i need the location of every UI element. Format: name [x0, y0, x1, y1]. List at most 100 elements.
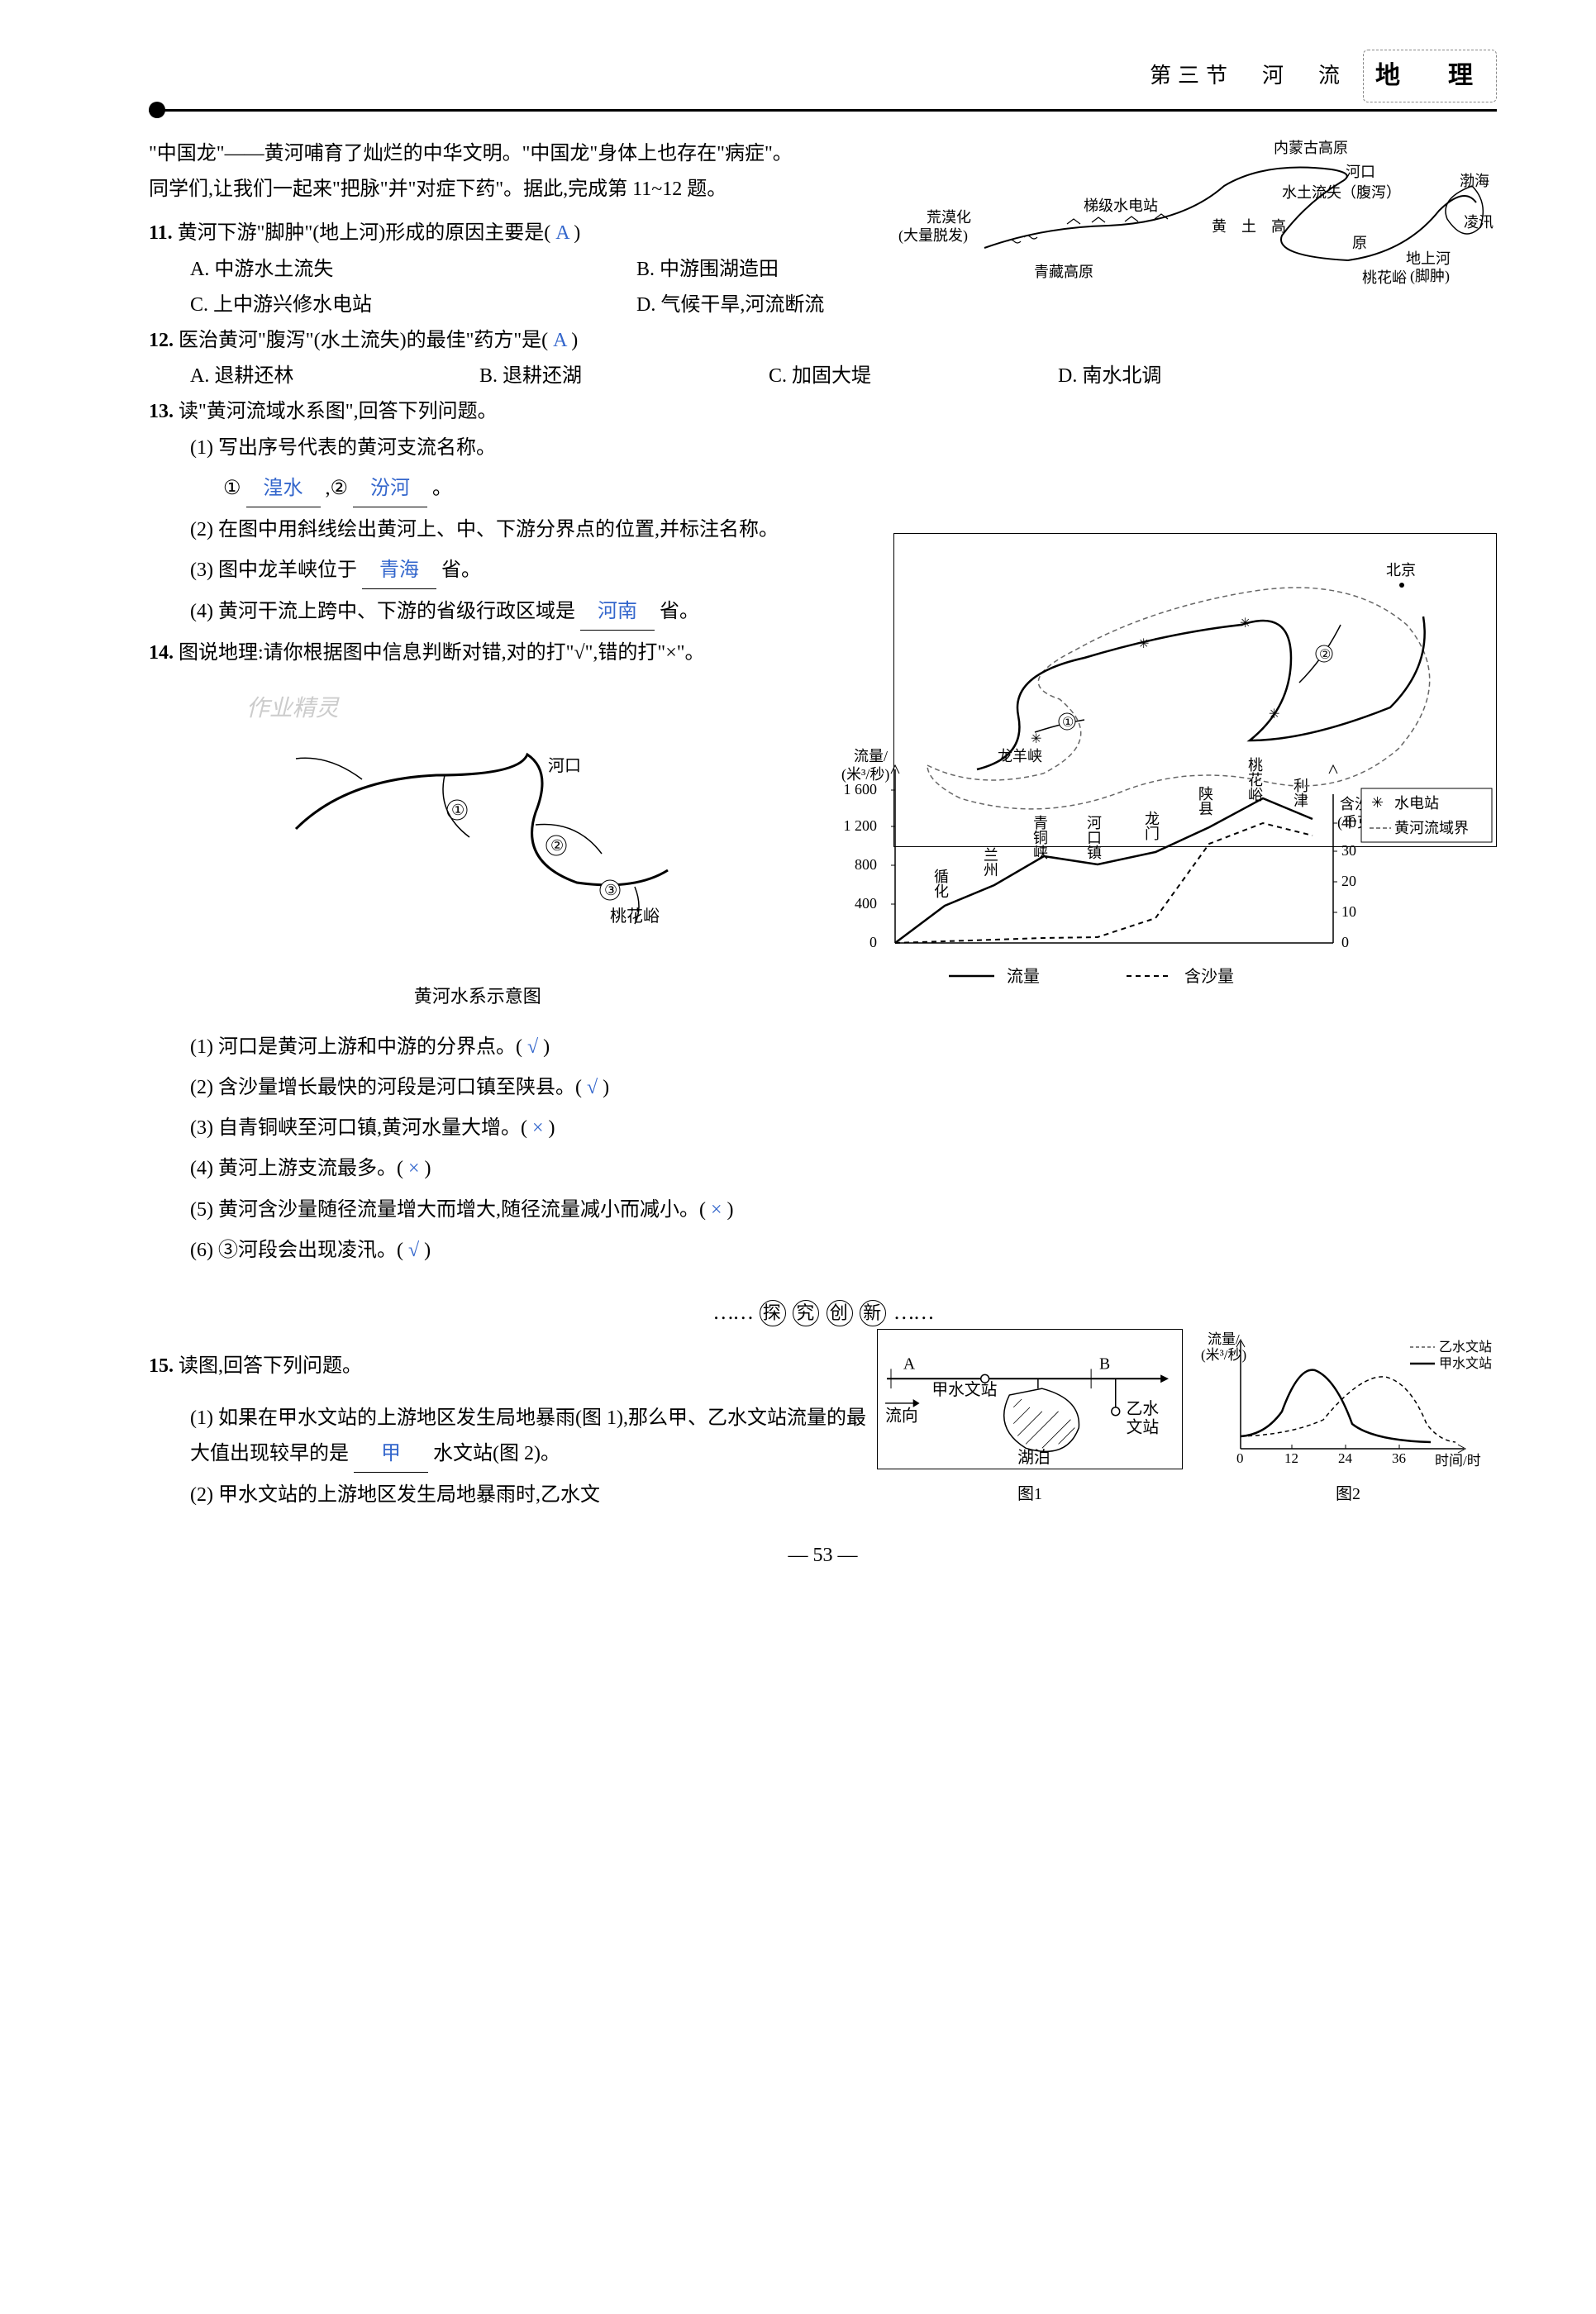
- q13-p4-post: 省。: [660, 601, 699, 622]
- svg-text:1 600: 1 600: [844, 781, 878, 798]
- svg-text:文站: 文站: [1127, 1419, 1160, 1437]
- svg-text:含沙量: 含沙量: [1184, 967, 1234, 986]
- page-number: — 53 —: [149, 1538, 1497, 1574]
- chart-caption: 黄河水系示意图: [246, 980, 709, 1013]
- svg-text:河口: 河口: [1346, 164, 1375, 180]
- q13-p4-pre: (4) 黄河干流上跨中、下游的省级行政区域是: [190, 601, 575, 622]
- svg-text:(脚肿): (脚肿): [1410, 268, 1450, 285]
- question-15: 15. 读图,回答下列问题。 (1) 如果在甲水文站的上游地区发生局地暴雨(图 …: [149, 1349, 1497, 1514]
- svg-text:龙羊峡: 龙羊峡: [998, 748, 1042, 764]
- j4-text: (4) 黄河上游支流最多。(: [190, 1158, 403, 1179]
- svg-text:①: ①: [451, 802, 465, 818]
- q-stem: 读图,回答下列问题。: [179, 1355, 362, 1377]
- option-b: B. 退耕还湖: [479, 359, 736, 394]
- svg-text:渤海: 渤海: [1460, 173, 1489, 189]
- svg-text:桃花峪: 桃花峪: [1362, 269, 1407, 286]
- blank-answer: 甲: [354, 1436, 428, 1473]
- blank-answer: 河南: [580, 594, 655, 631]
- option-a: A. 退耕还林: [190, 359, 446, 394]
- q13-p3-post: 省。: [441, 559, 481, 581]
- option-a: A. 中游水土流失: [190, 252, 636, 288]
- svg-text:B: B: [1099, 1355, 1110, 1374]
- period: 。: [432, 478, 452, 499]
- q-number: 13.: [149, 401, 174, 422]
- svg-text:✳: ✳: [1269, 707, 1279, 721]
- svg-text:③: ③: [604, 882, 617, 898]
- svg-text:流量/: 流量/: [854, 748, 888, 764]
- svg-text:10: 10: [1341, 903, 1356, 920]
- label-2: ,②: [326, 478, 349, 499]
- q-number: 15.: [149, 1355, 174, 1377]
- svg-text:乙水: 乙水: [1127, 1400, 1160, 1418]
- q13-p3-pre: (3) 图中龙羊峡位于: [190, 559, 357, 581]
- q-number: 11.: [149, 222, 173, 244]
- q-stem: 图说地理:请你根据图中信息判断对错,对的打"√",错的打"×"。: [179, 642, 705, 664]
- svg-text:水电站: 水电站: [1394, 795, 1439, 812]
- label-1: ①: [223, 478, 241, 499]
- svg-text:河口: 河口: [548, 756, 581, 775]
- svg-text:400: 400: [855, 895, 877, 912]
- fig-caption: 图2: [1199, 1479, 1497, 1509]
- j6-text: (6) ③河段会出现凌汛。(: [190, 1240, 403, 1261]
- svg-text:原: 原: [1352, 235, 1367, 251]
- j3-ans: ×: [532, 1117, 544, 1139]
- fig-caption: 图1: [877, 1479, 1183, 1509]
- j6-ans: √: [408, 1240, 419, 1261]
- page-header: 第三节 河 流 地 理: [149, 50, 1497, 112]
- svg-text:乙水文站: 乙水文站: [1439, 1340, 1492, 1355]
- svg-text:②: ②: [1319, 648, 1331, 662]
- svg-text:1 200: 1 200: [844, 817, 878, 834]
- svg-text:流量: 流量: [1007, 967, 1040, 986]
- svg-text:流量/: 流量/: [1208, 1331, 1240, 1347]
- figure-1: A B 甲水文站 流向 湖泊: [877, 1329, 1183, 1509]
- svg-text:青藏高原: 青藏高原: [1034, 264, 1093, 280]
- header-bullet: [149, 102, 165, 118]
- section-divider: …… 探 究 创 新 ……: [149, 1293, 1497, 1332]
- q15-p1b: 水文站(图 2)。: [433, 1443, 560, 1464]
- q-stem: 黄河下游"脚肿"(地上河)形成的原因主要是(: [178, 222, 551, 244]
- svg-text:黄 土 高: 黄 土 高: [1212, 218, 1286, 235]
- blank-answer: 汾河: [353, 471, 427, 507]
- svg-text:0: 0: [1341, 934, 1349, 950]
- svg-text:20: 20: [1341, 873, 1356, 889]
- watermark: 作业精灵: [246, 688, 709, 730]
- svg-text:甲水文站: 甲水文站: [931, 1382, 997, 1400]
- j5-ans: ×: [711, 1199, 722, 1221]
- svg-text:兰州: 兰州: [982, 846, 998, 876]
- section-title: 第三节 河 流: [1150, 57, 1346, 96]
- svg-text:✳: ✳: [1138, 637, 1149, 651]
- q13-p2: (2) 在图中用斜线绘出黄河上、中、下游分界点的位置,并标注名称。: [190, 512, 810, 548]
- option-d: D. 气候干旱,河流断流: [636, 288, 824, 323]
- svg-text:北京: 北京: [1386, 562, 1416, 578]
- svg-text:24: 24: [1338, 1450, 1353, 1466]
- answer-letter: A: [553, 330, 566, 351]
- figure-2: 流量/ (米³/秒) 时间/时 0 12 24 36 乙水文站 甲水文站: [1199, 1329, 1497, 1509]
- svg-text:✳: ✳: [1371, 794, 1384, 811]
- j4-ans: ×: [408, 1158, 420, 1179]
- j2-text: (2) 含沙量增长最快的河段是河口镇至陕县。(: [190, 1077, 582, 1098]
- svg-text:36: 36: [1392, 1450, 1406, 1466]
- svg-text:循化: 循化: [932, 868, 949, 898]
- svg-text:水土流失（腹泻）: 水土流失（腹泻）: [1282, 184, 1401, 201]
- svg-text:0: 0: [869, 934, 877, 950]
- q13-p1: (1) 写出序号代表的黄河支流名称。: [190, 431, 1497, 466]
- svg-text:0: 0: [1236, 1450, 1244, 1466]
- map-label: 内蒙古高原: [1274, 140, 1348, 156]
- j5-text: (5) 黄河含沙量随径流量增大而增大,随径流量减小而减小。(: [190, 1199, 706, 1221]
- svg-text:800: 800: [855, 856, 877, 873]
- svg-text:(大量脱发): (大量脱发): [898, 227, 968, 245]
- j1-ans: √: [527, 1036, 538, 1058]
- answer-letter: A: [555, 222, 569, 244]
- diagram-yellow-river-problems: 内蒙古高原 河口 渤海 凌汛 水土流失（腹泻） 梯级水电站 荒漠化 (大量脱发)…: [893, 136, 1497, 351]
- river-system-sketch: 作业精灵 河口 桃花峪 ① ② ③ 黄河水系示意图: [246, 688, 709, 1013]
- svg-text:✳: ✳: [1031, 732, 1041, 746]
- content-area: "中国龙"——黄河哺育了灿烂的中华文明。"中国龙"身体上也存在"病症"。同学们,…: [149, 136, 1497, 1513]
- blank-answer: 湟水: [246, 471, 321, 507]
- svg-text:黄河流域界: 黄河流域界: [1394, 820, 1469, 836]
- j1-text: (1) 河口是黄河上游和中游的分界点。(: [190, 1036, 522, 1058]
- q15-p2: (2) 甲水文站的上游地区发生局地暴雨时,乙水文: [190, 1478, 884, 1513]
- svg-text:湖泊: 湖泊: [1017, 1450, 1051, 1468]
- yellow-river-basin-map: ① ② 北京 龙羊峡 ✳水电站 黄河流域界 ✳ ✳ ✳ ✳: [893, 533, 1497, 847]
- svg-text:流向: 流向: [885, 1407, 918, 1426]
- svg-text:甲水文站: 甲水文站: [1439, 1356, 1492, 1371]
